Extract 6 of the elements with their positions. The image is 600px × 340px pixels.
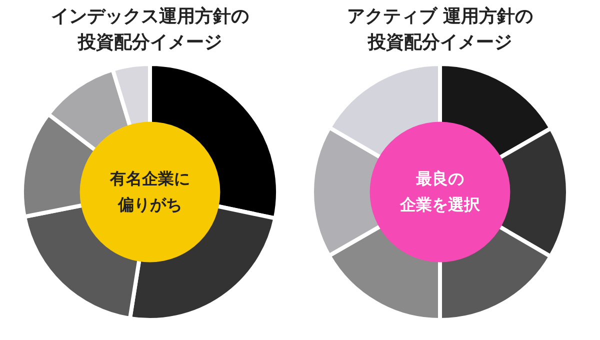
- text: 偏りがち: [117, 195, 182, 214]
- chart-title: インデックス運用方針の投資配分イメージ: [51, 6, 249, 53]
- text: 最良の: [415, 169, 464, 188]
- chart-title: アクティブ 運用方針の投資配分イメージ: [346, 6, 534, 53]
- text: 企業を選択: [399, 195, 481, 214]
- text: 有名企業に: [109, 169, 190, 188]
